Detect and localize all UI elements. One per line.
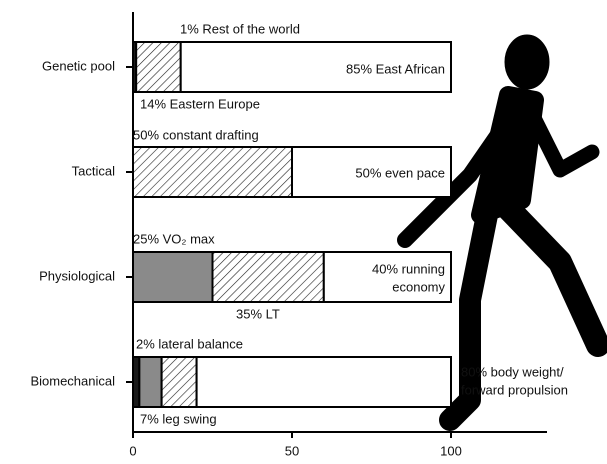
segment-label: 7% leg swing [140,411,217,426]
bar-segment [133,147,292,197]
segment-label: 80% body weight/ [461,364,564,379]
segment-label: economy [392,279,445,294]
bar-segment [139,357,161,407]
bar-segment [136,42,181,92]
bar-segment [213,252,324,302]
segment-label: 50% even pace [355,165,445,180]
segment-label: 2% lateral balance [136,336,243,351]
x-tick-label: 100 [440,443,462,458]
category-label: Biomechanical [30,373,115,388]
segment-label: 35% LT [236,306,280,321]
segment-label: 1% Rest of the world [180,21,300,36]
segment-label: 14% Eastern Europe [140,96,260,111]
x-tick-label: 0 [129,443,136,458]
x-tick-label: 50 [285,443,299,458]
category-label: Tactical [72,163,115,178]
bar-segment [133,252,213,302]
bar-segment [197,357,451,407]
category-label: Physiological [39,268,115,283]
chart: 0 50 100 Genetic pool 1% Rest of the world 14… [0,0,607,464]
bar-segment [162,357,197,407]
segment-label: 40% running [372,261,445,276]
segment-label: forward propulsion [461,382,568,397]
segment-label: 25% VO₂ max [133,231,215,246]
segment-label: 50% constant drafting [133,127,259,142]
page: 0 50 100 Genetic pool 1% Rest of the world 14… [0,0,607,464]
bar-segment [324,252,451,302]
segment-label: 85% East African [346,61,445,76]
category-label: Genetic pool [42,58,115,73]
